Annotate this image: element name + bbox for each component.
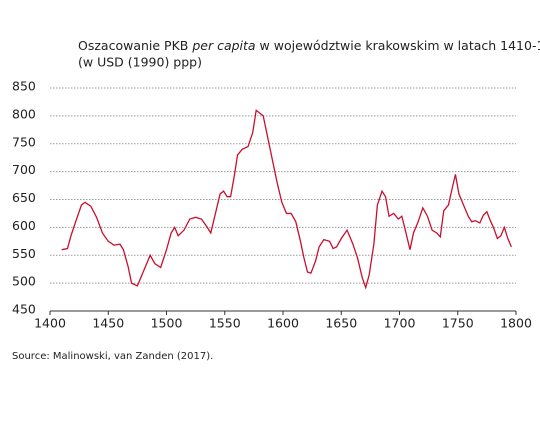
x-tick-label: 1650 xyxy=(325,316,357,331)
x-tick-label: 1450 xyxy=(92,316,124,331)
x-tick-label: 1400 xyxy=(34,316,66,331)
source: Source: Malinowski, van Zanden (2017). xyxy=(12,351,213,362)
chart-subtitle: (w USD (1990) ppp) xyxy=(78,55,202,70)
title-part: per capita xyxy=(191,38,255,53)
y-tick-label: 750 xyxy=(12,134,36,149)
data-line xyxy=(61,109,512,290)
y-tick-label: 700 xyxy=(12,162,36,177)
title-part: Oszacowanie PKB xyxy=(78,38,192,53)
x-tick-label: 1550 xyxy=(209,316,241,331)
y-tick-label: 800 xyxy=(12,106,36,121)
x-tick-label: 1500 xyxy=(151,316,183,331)
y-tick-label: 850 xyxy=(12,79,36,94)
x-tick-label: 1600 xyxy=(267,316,299,331)
x-tick-label: 1750 xyxy=(442,316,474,331)
title-part: w województwie krakowskim w latach 1410-… xyxy=(256,38,540,53)
y-tick-label: 550 xyxy=(12,246,36,261)
chart-title: Oszacowanie PKB per capita w województwi… xyxy=(78,38,540,53)
x-tick-label: 1700 xyxy=(384,316,416,331)
x-tick-label: 1800 xyxy=(500,316,532,331)
y-tick-label: 600 xyxy=(12,218,36,233)
y-tick-label: 500 xyxy=(12,274,36,289)
y-tick-label: 650 xyxy=(12,190,36,205)
y-tick-label: 450 xyxy=(12,302,36,317)
